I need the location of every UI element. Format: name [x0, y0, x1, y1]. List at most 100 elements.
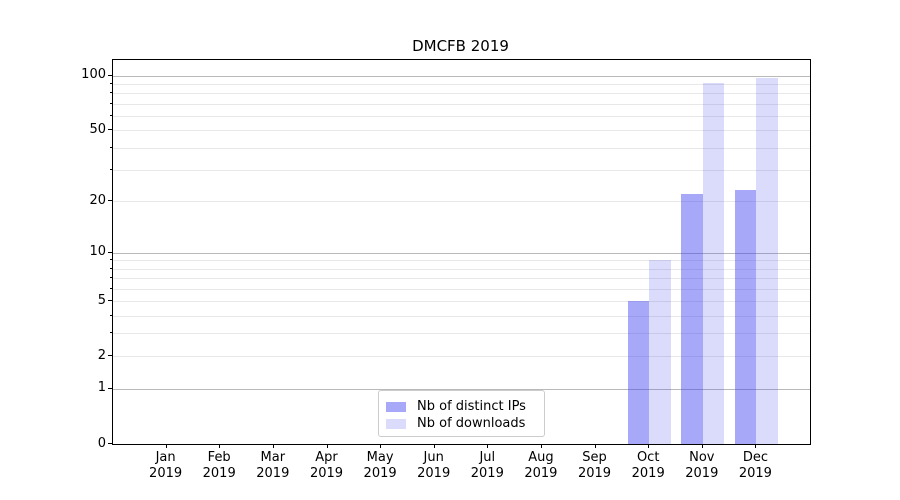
xtick-mark-jun — [433, 444, 435, 448]
xtick-mark-jan — [165, 444, 167, 448]
ytick-label-0: 0 — [97, 435, 106, 451]
xtick-mark-apr — [326, 444, 328, 448]
xtick-label-month-aug: Aug — [528, 450, 554, 465]
legend-row-distinct-ips: Nb of distinct IPs — [386, 398, 544, 415]
ytick-mark-5 — [108, 300, 112, 301]
xtick-label-year-oct: 2019 — [631, 466, 665, 481]
legend-row-downloads: Nb of downloads — [386, 415, 544, 432]
xtick-label-month-dec: Dec — [742, 450, 768, 465]
xtick-label-feb: Feb 2019 — [189, 450, 249, 482]
ytick-mark-100 — [108, 74, 112, 76]
ytick-mark-minor-9 — [110, 259, 112, 261]
ytick-label-100: 100 — [81, 67, 106, 83]
ytick-mark-2 — [108, 355, 112, 357]
gridline-major-100 — [113, 75, 810, 77]
xtick-label-year-apr: 2019 — [309, 466, 344, 481]
xtick-label-month-sep: Sep — [582, 450, 607, 465]
bar-nb-of-downloads-dec — [756, 78, 778, 444]
gridline-minor-2 — [113, 356, 810, 358]
legend: Nb of distinct IPs Nb of downloads — [378, 390, 545, 437]
chart-title: DMCFB 2019 — [412, 37, 509, 55]
ytick-mark-minor-40 — [110, 146, 112, 148]
ytick-mark-minor-6 — [110, 287, 112, 289]
xtick-label-may: May 2019 — [350, 450, 410, 482]
ytick-label-1: 1 — [97, 380, 106, 396]
xtick-label-year-sep: 2019 — [577, 466, 612, 481]
gridline-minor-90 — [113, 84, 810, 85]
xtick-label-apr: Apr 2019 — [297, 450, 357, 482]
ytick-mark-minor-7 — [110, 277, 112, 279]
ytick-mark-0 — [108, 443, 112, 444]
xtick-label-month-apr: Apr — [315, 450, 338, 465]
xtick-label-sep: Sep 2019 — [565, 450, 625, 482]
gridline-minor-50 — [113, 130, 810, 132]
bar-nb-of-distinct-ips-dec — [734, 190, 757, 444]
ytick-mark-minor-60 — [110, 115, 112, 116]
xtick-mark-oct — [648, 444, 650, 448]
xtick-mark-jul — [487, 444, 489, 448]
plot-area — [112, 59, 811, 445]
ytick-mark-minor-70 — [110, 102, 112, 104]
gridline-minor-70 — [113, 103, 810, 105]
xtick-label-oct: Oct 2019 — [618, 450, 678, 482]
xtick-label-month-may: May — [366, 450, 394, 465]
ytick-label-50: 50 — [89, 121, 106, 137]
gridline-minor-60 — [113, 116, 810, 117]
xtick-label-year-nov: 2019 — [685, 466, 719, 481]
ytick-mark-10 — [108, 251, 112, 253]
xtick-label-month-jan: Jan — [155, 450, 176, 465]
ytick-mark-minor-4 — [110, 314, 112, 316]
xtick-label-year-may: 2019 — [363, 466, 397, 481]
gridline-major-10 — [113, 252, 810, 254]
xtick-label-year-feb: 2019 — [202, 466, 236, 481]
xtick-label-year-mar: 2019 — [256, 466, 290, 481]
legend-label-distinct-ips: Nb of distinct IPs — [417, 399, 526, 414]
ytick-mark-minor-8 — [110, 267, 112, 269]
xtick-label-month-feb: Feb — [207, 450, 231, 465]
xtick-label-year-jan: 2019 — [149, 466, 183, 481]
xtick-label-month-jul: Jul — [479, 450, 496, 465]
ytick-mark-20 — [108, 200, 112, 202]
xtick-mark-nov — [701, 444, 703, 448]
gridline-minor-30 — [113, 170, 810, 171]
ytick-mark-minor-90 — [110, 83, 112, 84]
bar-nb-of-distinct-ips-nov — [681, 193, 703, 444]
ytick-mark-50 — [108, 129, 112, 131]
xtick-label-year-dec: 2019 — [738, 466, 772, 481]
gridline-minor-7 — [113, 278, 810, 280]
gridline-minor-9 — [113, 260, 810, 262]
ytick-mark-1 — [108, 387, 112, 389]
xtick-label-dec: Dec 2019 — [725, 450, 785, 482]
ytick-label-10: 10 — [89, 244, 106, 260]
xtick-label-year-aug: 2019 — [524, 466, 558, 481]
xtick-label-aug: Aug 2019 — [511, 450, 571, 482]
bar-nb-of-downloads-nov — [702, 83, 725, 444]
gridline-minor-8 — [113, 268, 810, 270]
ytick-label-5: 5 — [97, 292, 106, 308]
xtick-mark-mar — [272, 444, 274, 448]
gridline-minor-6 — [113, 288, 810, 290]
xtick-mark-dec — [755, 444, 757, 448]
xtick-label-jan: Jan 2019 — [136, 450, 196, 482]
gridline-major-1 — [113, 388, 810, 390]
xtick-label-month-jun: Jun — [423, 450, 444, 465]
gridline-minor-3 — [113, 333, 810, 335]
xtick-mark-sep — [594, 444, 596, 448]
xtick-label-month-mar: Mar — [260, 450, 286, 465]
xtick-label-month-nov: Nov — [689, 450, 715, 465]
bar-nb-of-distinct-ips-oct — [627, 301, 650, 444]
gridline-minor-80 — [113, 93, 810, 95]
ytick-mark-minor-30 — [110, 169, 112, 170]
xtick-label-month-oct: Oct — [636, 450, 660, 465]
xtick-label-jul: Jul 2019 — [457, 450, 517, 482]
ytick-label-2: 2 — [97, 347, 106, 363]
legend-swatch-distinct-ips-icon — [386, 401, 406, 412]
ytick-mark-minor-80 — [110, 92, 112, 94]
xtick-mark-may — [380, 444, 382, 448]
xtick-label-mar: Mar 2019 — [243, 450, 303, 482]
xtick-mark-aug — [540, 444, 542, 448]
legend-swatch-downloads-icon — [386, 418, 406, 429]
xtick-mark-feb — [219, 444, 221, 448]
xtick-label-year-jun: 2019 — [417, 466, 451, 481]
